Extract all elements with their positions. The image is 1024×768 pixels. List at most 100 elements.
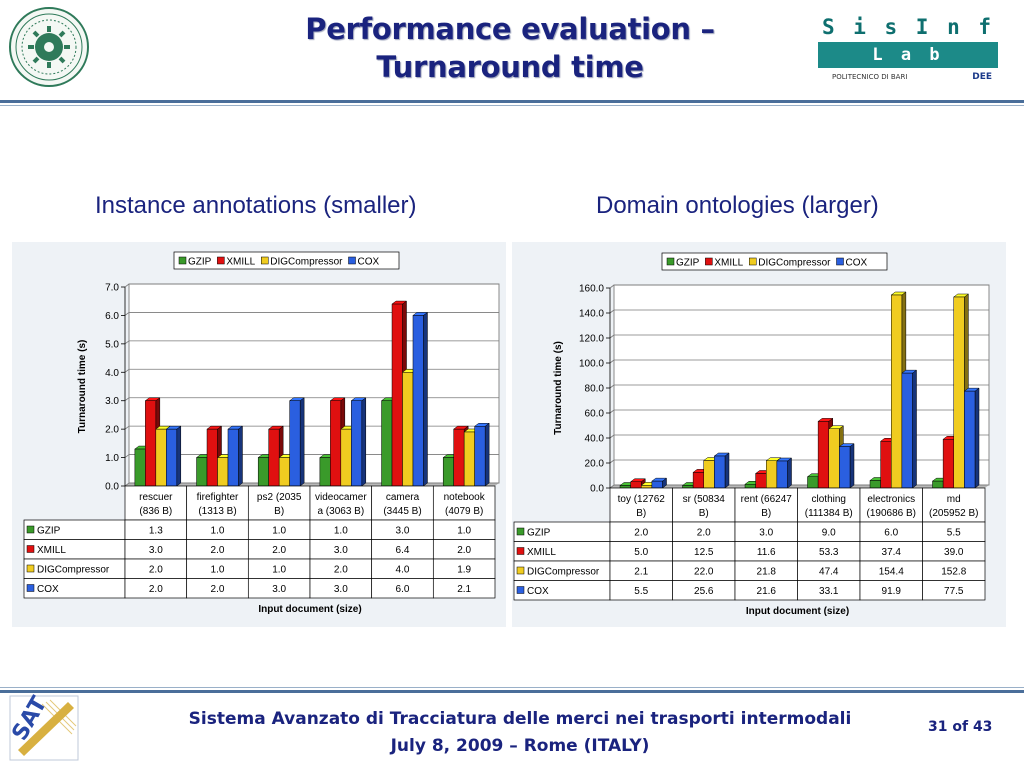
right-chart: 0.0 20.0 40.0 60.0 80.0 100.0 120.0 140.0 160.0 G… <box>513 252 990 617</box>
c0-bar-front <box>206 428 218 487</box>
c1-legend-swatch <box>705 257 713 266</box>
c1-table-cell <box>922 580 986 601</box>
c0-data-label: 1.0 <box>272 565 286 576</box>
c0-bar-side <box>176 425 182 487</box>
c1-bar-front <box>807 476 819 489</box>
c0-table-series-label: COX <box>37 584 59 595</box>
header-divider <box>0 94 1024 106</box>
c1-bar-front <box>766 460 778 489</box>
c1-data-label: 5.5 <box>634 586 648 597</box>
c0-x-tick-label: rescuer <box>139 492 173 503</box>
c1-x-tick-label: B) <box>699 508 709 519</box>
c0-data-table: rescuer (836 B) firefighter (1313 B) ps2 (20… <box>23 485 496 599</box>
c0-legend-swatch <box>178 256 187 265</box>
c0-data-label: 2.0 <box>334 565 348 576</box>
c0-table-cell <box>186 485 249 521</box>
c1-legend-label: COX <box>846 258 868 269</box>
c0-bar <box>350 397 367 487</box>
c0-data-label: 1.0 <box>457 526 471 537</box>
c0-legend-label: GZIP <box>188 257 212 268</box>
page-number: 31 of 43 <box>928 719 993 735</box>
c1-bar-front <box>703 460 715 489</box>
c0-x-tick-label: a (3063 B) <box>317 506 364 517</box>
c1-bar-side <box>849 443 855 489</box>
c1-x-tick-label: toy (12762 <box>618 494 666 505</box>
c0-data-label: 1.9 <box>457 565 471 576</box>
c1-table-series-label: XMILL <box>527 547 556 558</box>
c0-bar <box>473 422 490 487</box>
c1-data-table: toy (12762 B) sr (50834 B) rent (66247 B) clot… <box>513 487 986 601</box>
c0-bar-side <box>299 397 305 487</box>
c0-y-tick-label: 2.0 <box>105 425 119 436</box>
c0-data-label: 1.0 <box>272 526 286 537</box>
c0-bar <box>412 311 429 487</box>
c0-bar-front <box>289 400 301 487</box>
c1-y-tick-label: 80.0 <box>585 384 605 395</box>
c0-table-cell <box>124 485 188 521</box>
c1-data-label: 2.0 <box>634 528 648 539</box>
c1-x-tick-label: (205952 B) <box>929 508 978 519</box>
c1-bar-front <box>817 421 829 489</box>
c0-y-tick-label: 1.0 <box>105 453 119 464</box>
c0-data-label: 2.0 <box>149 584 163 595</box>
c0-gridline-depth <box>124 312 130 316</box>
c1-gridline-depth <box>609 309 615 314</box>
c0-data-label: 2.0 <box>457 545 471 556</box>
left-chart-heading: Instance annotations (smaller) <box>95 192 417 219</box>
c0-x-axis-title: Input document (size) <box>258 604 361 615</box>
footer-text: Sistema Avanzato di Tracciatura delle me… <box>110 706 930 760</box>
c1-gridline-depth <box>609 409 615 414</box>
c0-bar <box>227 425 244 487</box>
c1-data-label: 53.3 <box>819 547 839 558</box>
c1-bar-side <box>787 457 792 489</box>
c0-data-label: 3.0 <box>396 526 410 537</box>
c0-table-swatch <box>26 584 35 592</box>
c1-bar-front <box>942 439 954 489</box>
c1-gridline-depth <box>609 334 615 339</box>
c0-data-label: 1.3 <box>149 526 163 537</box>
c1-bar-front <box>932 480 944 489</box>
c0-bar-front <box>474 426 486 487</box>
c1-bar <box>838 443 855 489</box>
c1-y-tick-label: 0.0 <box>590 484 604 495</box>
c0-data-label: 4.0 <box>396 565 410 576</box>
c1-table-cell <box>922 487 986 523</box>
c1-data-label: 2.1 <box>634 567 648 578</box>
c1-y-tick-label: 120.0 <box>579 334 604 345</box>
c0-table-swatch <box>26 525 35 534</box>
c1-table-swatch <box>516 586 525 594</box>
c1-data-label: 33.1 <box>819 586 839 597</box>
c1-data-label: 25.6 <box>694 586 714 597</box>
footer-line-2: July 8, 2009 – Rome (ITALY) <box>390 736 650 756</box>
right-chart-heading: Domain ontologies (larger) <box>596 192 879 219</box>
c0-bar-front <box>319 457 331 487</box>
c1-data-label: 5.0 <box>634 547 648 558</box>
c0-bar-front <box>463 431 475 487</box>
c1-gridline-depth <box>609 384 615 389</box>
c0-bar-front <box>196 457 208 487</box>
c1-table-cell <box>797 487 861 523</box>
c1-table-series-label: COX <box>527 586 549 597</box>
c0-bar-front <box>442 457 454 487</box>
c0-x-tick-label: videocamer <box>315 492 367 503</box>
c0-table-cell <box>309 485 373 521</box>
c0-data-label: 1.0 <box>211 526 225 537</box>
c1-table-swatch <box>516 527 525 536</box>
c0-gridline-depth <box>124 425 130 430</box>
c1-bar-front <box>651 480 663 489</box>
c0-table-cell <box>432 578 496 599</box>
c0-gridline-depth <box>124 397 130 402</box>
c0-bar-side <box>238 425 243 487</box>
c1-legend-label: GZIP <box>676 258 700 269</box>
c1-x-tick-label: (190686 B) <box>867 508 916 519</box>
c0-bar-front <box>217 457 229 487</box>
c0-legend-label: COX <box>358 257 380 268</box>
c0-x-tick-label: notebook <box>444 492 486 503</box>
c1-bar-side <box>724 452 730 489</box>
c1-bar-front <box>714 455 726 489</box>
c1-bar-front <box>869 480 881 489</box>
c1-bar <box>963 387 980 489</box>
c0-data-label: 6.4 <box>396 545 410 556</box>
c0-x-tick-label: firefighter <box>197 492 239 503</box>
c1-data-label: 3.0 <box>759 528 773 539</box>
